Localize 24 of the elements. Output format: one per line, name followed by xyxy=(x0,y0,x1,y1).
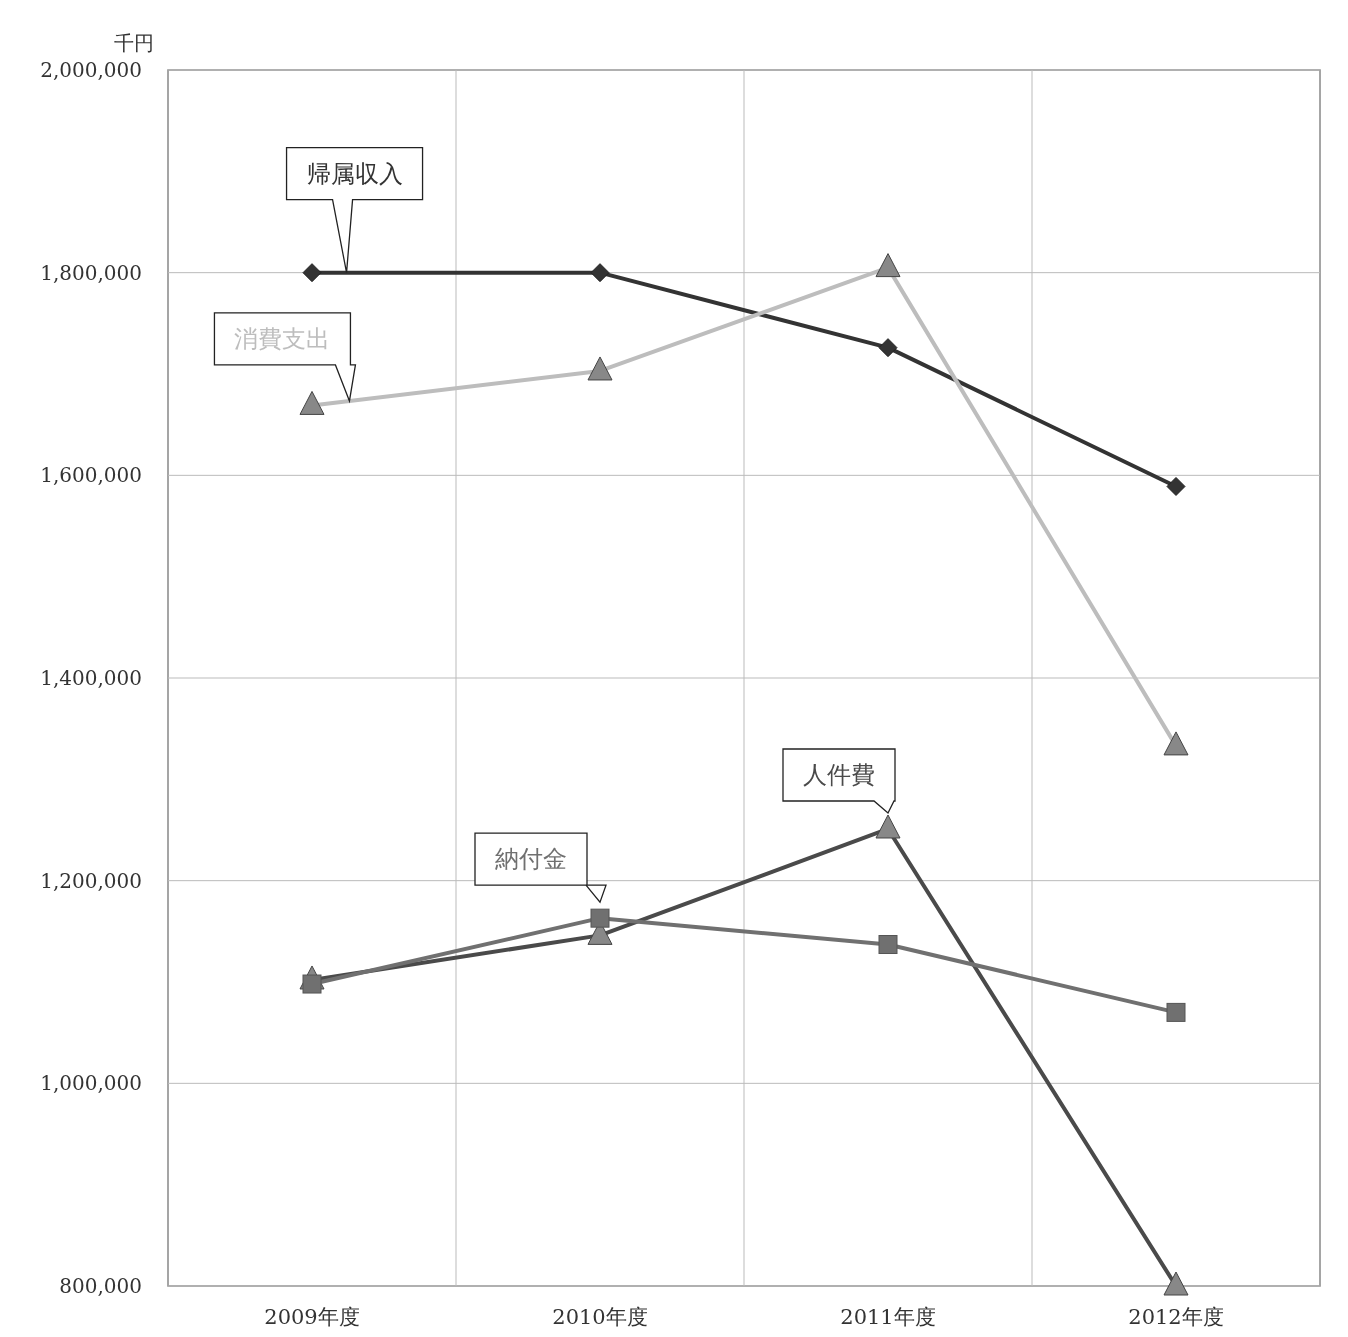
point xyxy=(590,263,610,283)
y-tick-label: 1,400,000 xyxy=(40,666,142,690)
point xyxy=(878,338,898,358)
y-axis-title: 千円 xyxy=(114,31,154,55)
point xyxy=(1166,476,1186,496)
y-tick-label: 800,000 xyxy=(59,1274,142,1298)
x-tick-label: 2010年度 xyxy=(552,1305,648,1329)
point xyxy=(302,263,322,283)
y-tick-label: 1,200,000 xyxy=(40,868,142,893)
y-tick-label: 1,800,000 xyxy=(40,260,142,285)
series-label: 納付金 xyxy=(495,845,567,874)
y-tick-label: 1,600,000 xyxy=(40,463,142,488)
x-tick-label: 2009年度 xyxy=(264,1305,360,1329)
text: 帰属収入 xyxy=(306,159,403,188)
series-label: 人件費 xyxy=(803,760,875,789)
x-tick-label: 2011年度 xyxy=(840,1305,936,1329)
series-label: 消費支出 xyxy=(234,324,331,353)
point xyxy=(590,908,610,928)
y-tick-label: 2,000,000 xyxy=(40,58,142,82)
x-tick-label: 2012年度 xyxy=(1128,1305,1224,1329)
y-tick-label: 1,000,000 xyxy=(40,1071,142,1096)
point xyxy=(875,814,901,839)
point xyxy=(1163,1271,1189,1296)
point xyxy=(1166,1002,1186,1022)
